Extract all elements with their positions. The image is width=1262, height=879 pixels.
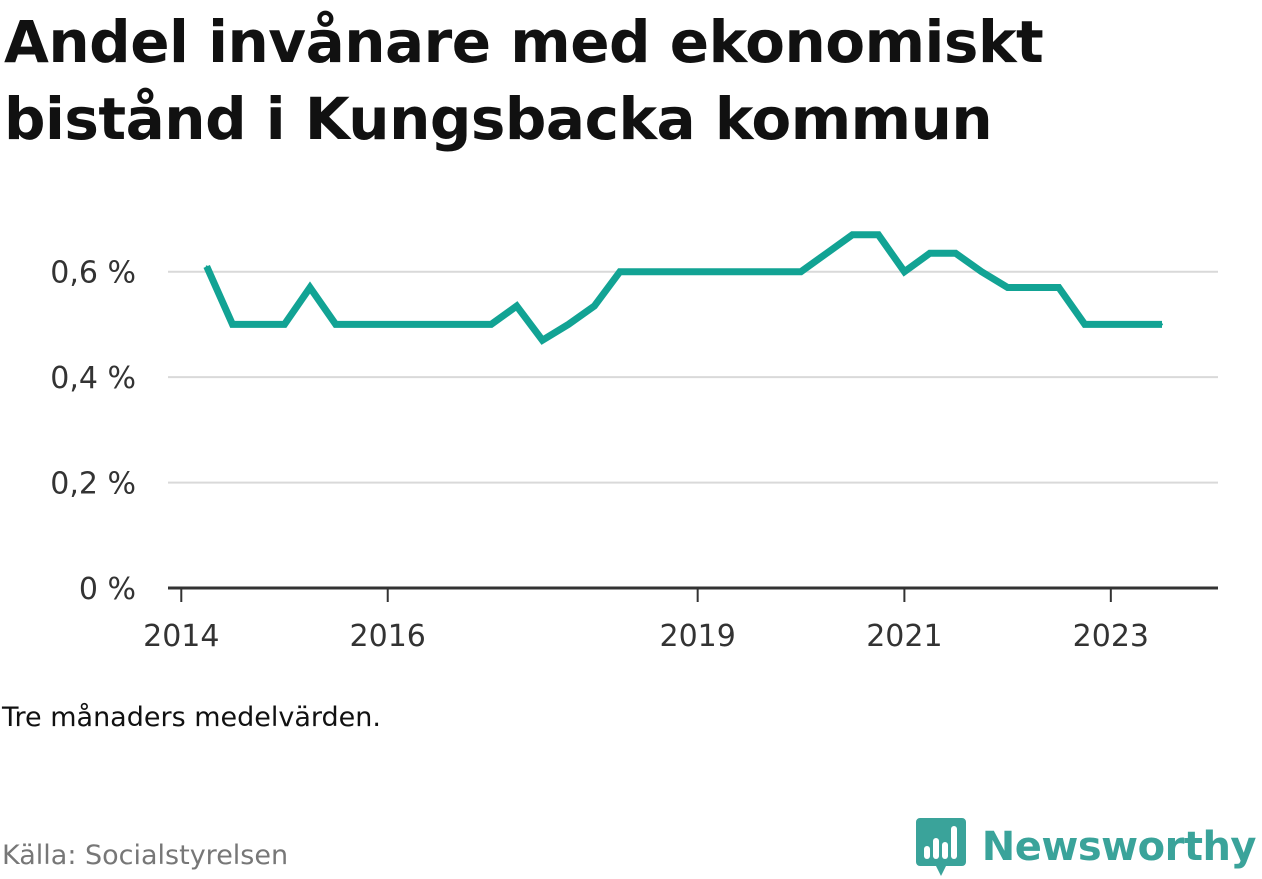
data-point	[360, 323, 363, 326]
data-point	[644, 270, 647, 273]
data-point	[877, 233, 880, 236]
data-point	[1032, 286, 1035, 289]
data-point	[1161, 323, 1163, 326]
data-point	[1006, 286, 1009, 289]
data-point	[438, 323, 441, 326]
y-tick-label: 0,2 %	[50, 467, 136, 502]
x-tick-label: 2021	[866, 619, 942, 654]
gridlines	[168, 270, 1218, 484]
data-point	[490, 323, 493, 326]
data-point	[980, 270, 983, 273]
data-point	[618, 270, 621, 273]
data-point	[1135, 323, 1138, 326]
x-tick-label: 2016	[350, 619, 426, 654]
y-axis-labels: 0 % 0,2 % 0,4 % 0,6 %	[50, 256, 136, 607]
data-point	[670, 270, 673, 273]
data-point	[696, 270, 699, 273]
data-point	[593, 305, 596, 307]
data-point	[283, 323, 286, 326]
x-axis-ticks	[180, 588, 1112, 602]
data-point	[412, 323, 415, 326]
chart-title: Andel invånare med ekonomiskt bistånd i …	[4, 8, 1044, 153]
data-point	[257, 323, 260, 326]
data-point	[747, 270, 750, 273]
brand-name: Newsworthy	[981, 824, 1257, 870]
x-tick-label: 2019	[659, 619, 735, 654]
line-chart: 0 % 0,2 % 0,4 % 0,6 % 2014 2016 2019 2021 2023	[50, 231, 1218, 654]
data-point	[541, 339, 544, 342]
data-point	[464, 323, 467, 326]
data-point	[1057, 286, 1060, 289]
data-point	[334, 323, 337, 326]
data-point	[954, 252, 957, 255]
data-point	[825, 252, 828, 255]
data-point	[231, 323, 234, 326]
y-tick-label: 0,6 %	[50, 256, 136, 291]
x-tick-label: 2023	[1073, 619, 1149, 654]
y-tick-label: 0,4 %	[50, 361, 136, 396]
data-point	[205, 265, 208, 268]
newsworthy-logo-icon	[915, 818, 966, 876]
data-point	[903, 270, 906, 273]
data-point	[722, 270, 725, 273]
data-point	[1109, 323, 1112, 326]
data-point	[851, 233, 854, 236]
source-credit: Källa: Socialstyrelsen	[2, 840, 289, 871]
y-tick-label: 0 %	[79, 572, 136, 607]
series-line	[203, 231, 1162, 345]
data-points	[205, 233, 1163, 342]
data-point	[515, 305, 518, 307]
brand-logo[interactable]: Newsworthy	[915, 818, 1257, 876]
data-point	[1083, 323, 1086, 326]
data-point	[799, 270, 802, 273]
data-point	[928, 252, 931, 255]
x-tick-label: 2014	[143, 619, 219, 654]
data-point	[773, 270, 776, 273]
x-axis-labels: 2014 2016 2019 2021 2023	[143, 619, 1149, 654]
data-point	[567, 323, 570, 326]
series-lines	[203, 231, 1162, 345]
data-point	[386, 323, 389, 326]
chart-note: Tre månaders medelvärden.	[2, 702, 381, 733]
data-point	[309, 286, 311, 289]
